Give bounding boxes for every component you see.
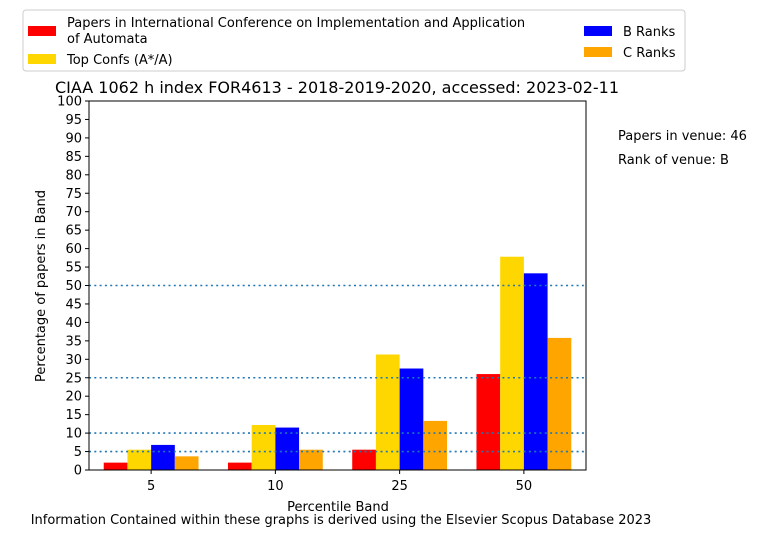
bar-10-series-2 xyxy=(275,427,300,470)
y-tick-label: 75 xyxy=(65,187,82,202)
legend-label-venue-line1: Papers in International Conference on Im… xyxy=(67,16,525,31)
y-tick-label: 10 xyxy=(65,427,82,442)
legend: Papers in International Conference on Im… xyxy=(22,9,686,72)
y-tick-label: 50 xyxy=(65,279,82,294)
y-tick-label: 80 xyxy=(65,168,82,183)
bar-50-series-1 xyxy=(500,256,524,470)
legend-label-b-ranks: B Ranks xyxy=(623,25,676,40)
y-tick-label: 60 xyxy=(65,242,82,257)
legend-label-top-confs: Top Confs (A*/A) xyxy=(66,53,173,68)
chart-title: CIAA 1062 h index FOR4613 - 2018-2019-20… xyxy=(55,78,619,97)
y-tick-label: 65 xyxy=(65,224,82,239)
y-axis-label: Percentage of papers in Band xyxy=(34,190,49,382)
y-tick-label: 100 xyxy=(57,95,82,110)
bar-50-series-2 xyxy=(523,273,548,470)
y-tick-label: 95 xyxy=(65,113,82,128)
legend-label-venue-line2: of Automata xyxy=(67,32,148,47)
plot-area: 0 5 10 15 20 25 30 35 40 45 50 55 60 65 70 75 80 85 90 95 10… xyxy=(57,95,587,494)
x-tick-label: 25 xyxy=(391,479,408,494)
y-tick-label: 70 xyxy=(65,205,82,220)
x-tick-label: 5 xyxy=(147,479,155,494)
legend-frame xyxy=(22,9,686,72)
legend-swatch-b-ranks xyxy=(584,26,612,36)
papers-in-venue-annotation: Papers in venue: 46 xyxy=(618,129,747,144)
bar-5-series-1 xyxy=(127,449,152,470)
legend-label-c-ranks: C Ranks xyxy=(623,46,676,61)
y-tick-label: 30 xyxy=(65,353,82,368)
bar-5-series-2 xyxy=(151,444,175,470)
footer-note: Information Contained within these graph… xyxy=(31,513,652,528)
bar-25-series-2 xyxy=(399,368,424,470)
y-tick-label: 85 xyxy=(65,150,82,165)
bar-5-series-0 xyxy=(103,462,128,470)
y-tick-label: 45 xyxy=(65,297,82,312)
bars xyxy=(103,256,572,470)
y-tick-label: 0 xyxy=(74,464,82,479)
x-tick-label: 10 xyxy=(267,479,284,494)
y-tick-label: 20 xyxy=(65,390,82,405)
y-axis: 0 5 10 15 20 25 30 35 40 45 50 55 60 65 70 75 80 85 90 95 10… xyxy=(57,95,89,479)
x-axis-label: Percentile Band xyxy=(287,500,389,515)
reference-lines xyxy=(89,284,586,453)
x-tick-label: 50 xyxy=(516,479,533,494)
bar-10-series-3 xyxy=(299,449,323,470)
legend-swatch-venue xyxy=(28,26,56,36)
y-tick-label: 40 xyxy=(65,316,82,331)
legend-swatch-top-confs xyxy=(28,54,56,64)
bar-25-series-1 xyxy=(375,354,400,470)
x-axis: 5 10 25 50 xyxy=(147,470,532,494)
bar-10-series-1 xyxy=(251,424,276,470)
bar-5-series-3 xyxy=(174,456,199,470)
bar-25-series-0 xyxy=(352,449,376,470)
y-tick-label: 5 xyxy=(74,445,82,460)
bar-10-series-0 xyxy=(227,462,252,470)
y-tick-label: 90 xyxy=(65,131,82,146)
bar-25-series-3 xyxy=(423,420,448,470)
y-tick-label: 25 xyxy=(65,371,82,386)
y-tick-label: 55 xyxy=(65,261,82,276)
y-tick-label: 15 xyxy=(65,408,82,423)
legend-swatch-c-ranks xyxy=(584,47,612,57)
rank-of-venue-annotation: Rank of venue: B xyxy=(618,153,729,168)
bar-50-series-0 xyxy=(476,374,501,470)
bar-50-series-3 xyxy=(547,337,572,470)
y-tick-label: 35 xyxy=(65,334,82,349)
